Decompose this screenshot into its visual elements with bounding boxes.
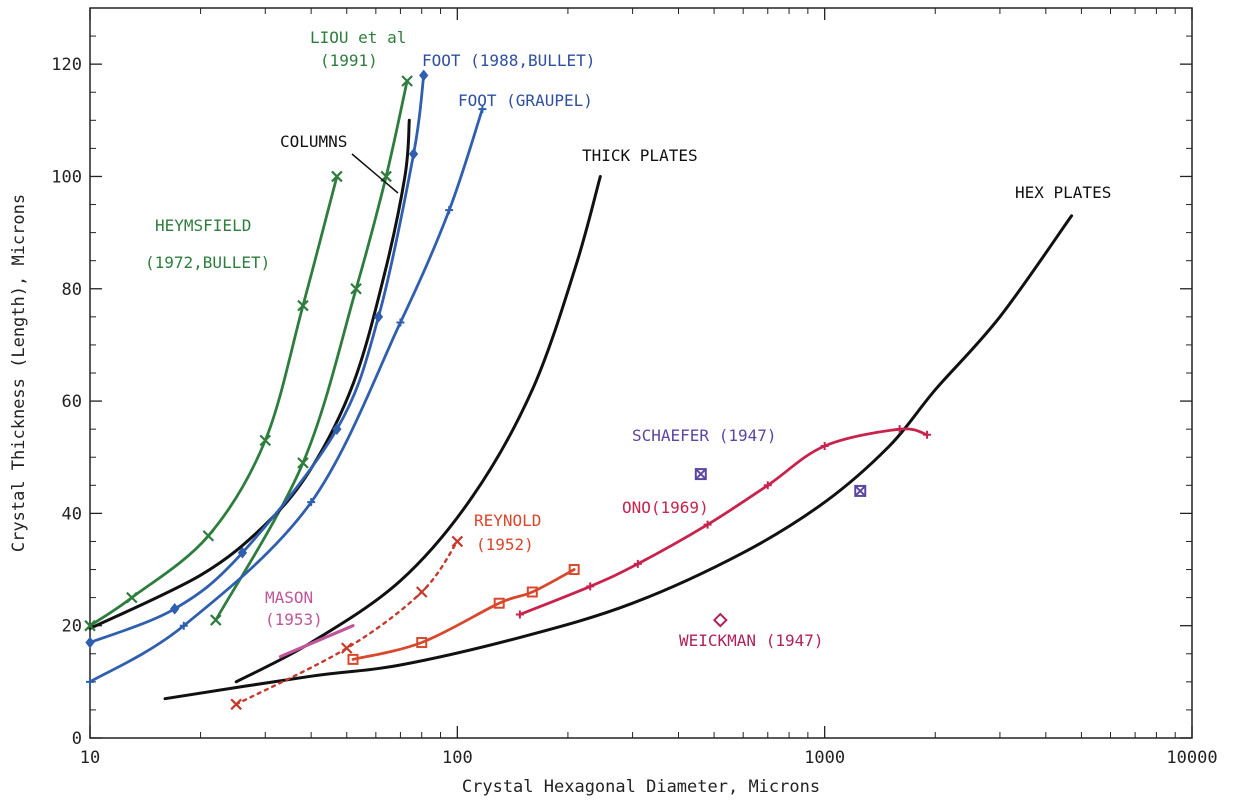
annotation-reynold-line1: REYNOLD (474, 511, 541, 530)
annotation-hex-plates: HEX PLATES (1015, 183, 1111, 202)
marker-heymsfield (126, 591, 138, 604)
series-line-foot-bullet (88, 74, 426, 644)
marker-foot-bullet (332, 423, 342, 435)
series-line-ono (518, 427, 929, 616)
marker-liou (210, 614, 222, 626)
marker-ono (586, 582, 595, 591)
marker-reynold-dotted (451, 535, 464, 548)
marker-foot-bullet (419, 69, 429, 82)
series-line-reynold (351, 568, 576, 661)
annotation-columns: COLUMNS (280, 132, 347, 151)
columns-leader-line (351, 153, 399, 194)
marker-reynold (526, 586, 538, 598)
annotation-reynold-line2: (1952) (476, 535, 534, 554)
series-line-heymsfield (88, 175, 339, 628)
marker-reynold (347, 653, 359, 665)
marker-ono (923, 430, 932, 439)
marker-schaefer (694, 468, 707, 481)
series-line-reynold-dotted (235, 540, 459, 706)
marker-foot-graupel (445, 206, 454, 215)
marker-ono (703, 520, 712, 529)
annotation-mason-line1: MASON (265, 588, 313, 607)
marker-layer (84, 69, 932, 711)
annotation-heymsfield-line2: (1972,BULLET) (145, 253, 270, 272)
x-axis-label: Crystal Hexagonal Diameter, Microns (462, 777, 820, 797)
y-tick-label: 120 (51, 55, 82, 75)
marker-liou (350, 282, 362, 295)
marker-ono (515, 610, 524, 619)
annotation-mason-line2: (1953) (265, 610, 323, 629)
series-layer (88, 74, 1074, 706)
marker-foot-graupel (396, 318, 405, 327)
annotation-heymsfield-line1: HEYMSFIELD (155, 216, 251, 235)
marker-heymsfield (202, 530, 215, 542)
marker-heymsfield (84, 619, 96, 632)
marker-foot-graupel (179, 621, 188, 630)
y-tick-label: 80 (62, 280, 82, 300)
marker-reynold (493, 597, 505, 609)
y-tick-label: 60 (62, 392, 82, 412)
annotation-liou-line1: LIOU et al (310, 28, 406, 47)
y-tick-label: 100 (51, 167, 82, 187)
marker-ono (633, 559, 642, 568)
axis-ticks: 10 100 1000 10000 0 20 40 60 80 100 120 (51, 8, 1218, 768)
marker-reynold (416, 637, 428, 649)
marker-weickman (712, 612, 728, 628)
x-tick-label: 100 (442, 748, 473, 768)
marker-reynold (568, 564, 580, 576)
annotation-weickman: WEICKMAN (1947) (679, 631, 824, 650)
x-tick-label: 1000 (804, 748, 845, 768)
annotation-liou-line2: (1991) (320, 51, 378, 70)
y-tick-label: 0 (72, 729, 82, 749)
annotation-thick-plates: THICK PLATES (582, 146, 698, 165)
series-line-mason (278, 624, 355, 659)
marker-ono (763, 481, 772, 490)
plot-frame (89, 7, 1193, 739)
marker-reynold-dotted (230, 698, 242, 711)
y-axis-label: Crystal Thickness (Length), Microns (9, 194, 29, 552)
marker-foot-bullet (408, 148, 419, 160)
marker-ono (820, 442, 829, 450)
series-line-columns (88, 118, 411, 630)
marker-liou (401, 75, 413, 87)
y-tick-label: 20 (62, 617, 82, 637)
marker-foot-bullet (373, 311, 384, 323)
x-tick-label: 10 (80, 748, 100, 768)
marker-foot-graupel (478, 105, 487, 114)
marker-heymsfield (331, 170, 343, 183)
annotation-ono: ONO(1969) (622, 498, 709, 517)
marker-heymsfield (297, 299, 309, 312)
annotation-schaefer: SCHAEFER (1947) (632, 426, 777, 445)
x-tick-label: 10000 (1166, 748, 1217, 768)
series-line-hex-plates (163, 214, 1074, 701)
marker-foot-graupel (307, 498, 316, 507)
marker-reynold-dotted (415, 586, 428, 598)
marker-foot-graupel (86, 677, 94, 686)
annotation-foot-graupel: FOOT (GRAUPEL) (458, 91, 593, 110)
marker-foot-bullet (237, 546, 248, 559)
annotation-foot-bullet: FOOT (1988,BULLET) (422, 51, 595, 70)
y-tick-label: 40 (62, 504, 82, 524)
marker-ono (895, 425, 904, 434)
marker-foot-bullet (85, 636, 95, 649)
marker-liou (297, 457, 309, 469)
marker-reynold-dotted (340, 642, 353, 654)
marker-heymsfield (259, 434, 272, 447)
series-line-liou (214, 79, 409, 622)
marker-schaefer (854, 484, 867, 497)
marker-foot-bullet (170, 603, 180, 615)
